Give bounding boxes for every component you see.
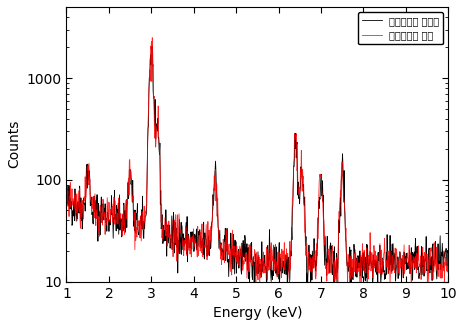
X-axis label: Energy (keV): Energy (keV) <box>212 306 301 320</box>
농축우라늄 폠릿 <box>163 222 169 226</box>
농축우라늄 폠릿 <box>227 265 232 268</box>
감소우라늄 다스크 <box>149 44 155 48</box>
농축우라늄 폠릿 <box>351 270 357 274</box>
Line: 감소우라늄 다스크: 감소우라늄 다스크 <box>66 46 447 286</box>
감소우라늄 다스크 <box>351 248 357 252</box>
감소우라늄 다스크 <box>263 284 269 288</box>
감소우라늄 다스크 <box>336 228 341 232</box>
감소우라늄 다스크 <box>227 250 232 254</box>
농축우라늄 폠릿 <box>444 262 450 266</box>
감소우라늄 다스크 <box>163 225 169 229</box>
농축우라늄 폠릿 <box>393 252 399 256</box>
농축우라늄 폠릿 <box>63 197 69 201</box>
농축우라늄 폠릿 <box>105 219 111 223</box>
감소우라늄 다스크 <box>393 263 399 267</box>
Legend: 감소우라늄 다스크, 농축우라늄 폠릿: 감소우라늄 다스크, 농축우라늄 폠릿 <box>357 12 443 44</box>
Y-axis label: Counts: Counts <box>7 120 21 168</box>
감소우라늄 다스크 <box>444 271 450 275</box>
농축우라늄 폠릿 <box>252 284 258 288</box>
농축우라늄 폠릿 <box>149 36 155 40</box>
감소우라늄 다스크 <box>63 195 69 199</box>
감소우라늄 다스크 <box>105 214 111 217</box>
농축우라늄 폠릿 <box>336 209 341 213</box>
Line: 농축우라늄 폠릿: 농축우라늄 폠릿 <box>66 38 447 286</box>
